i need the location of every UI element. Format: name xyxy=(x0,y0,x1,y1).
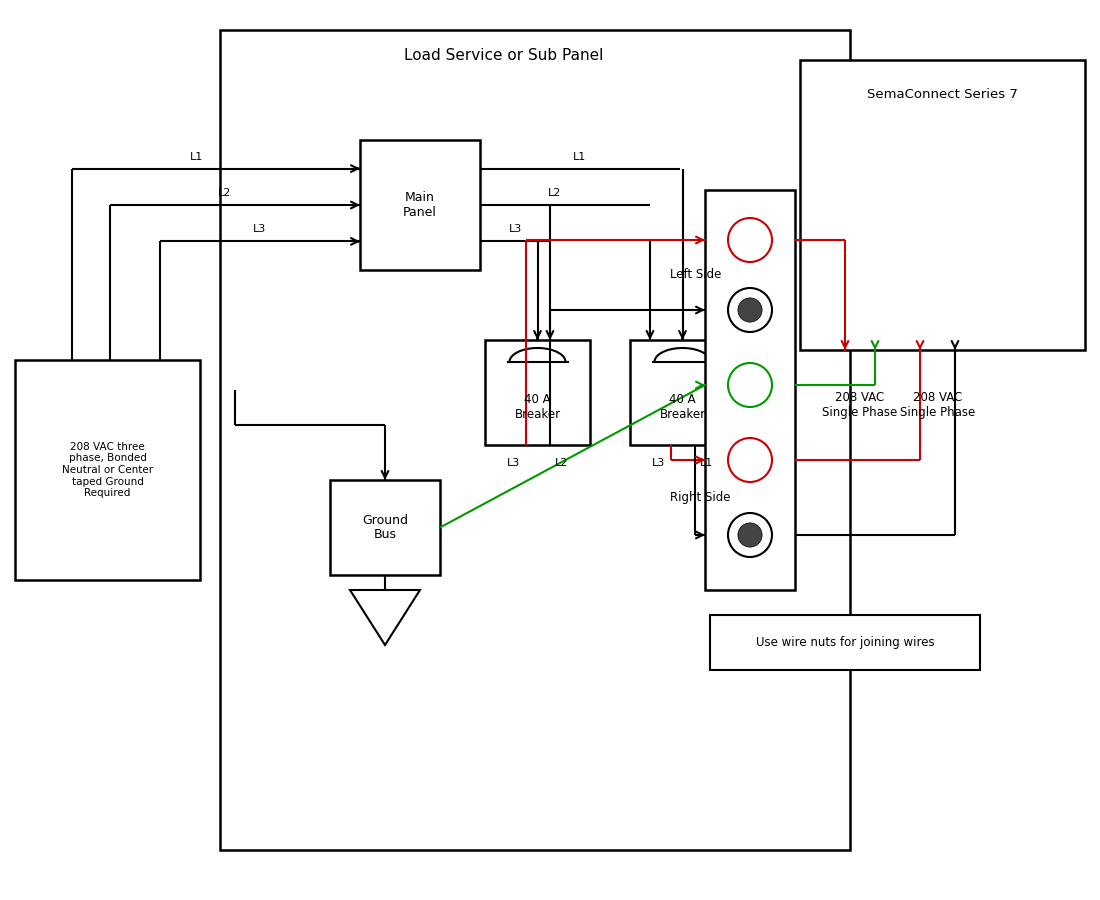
Bar xyxy=(800,60,1085,350)
Bar xyxy=(15,360,200,580)
Circle shape xyxy=(728,513,772,557)
Text: Use wire nuts for joining wires: Use wire nuts for joining wires xyxy=(756,636,934,649)
Text: 40 A
Breaker: 40 A Breaker xyxy=(659,393,705,421)
Text: 40 A
Breaker: 40 A Breaker xyxy=(515,393,561,421)
Bar xyxy=(330,480,440,575)
Text: L3: L3 xyxy=(253,224,266,234)
Text: 208 VAC three
phase, Bonded
Neutral or Center
taped Ground
Required: 208 VAC three phase, Bonded Neutral or C… xyxy=(62,442,153,499)
Text: Right Side: Right Side xyxy=(670,491,730,504)
Circle shape xyxy=(738,298,762,322)
Text: 208 VAC
Single Phase: 208 VAC Single Phase xyxy=(900,391,975,419)
Circle shape xyxy=(728,218,772,262)
Bar xyxy=(705,190,795,590)
Text: L3: L3 xyxy=(652,458,666,468)
Text: L2: L2 xyxy=(218,188,232,198)
Text: L1: L1 xyxy=(189,151,202,162)
Text: L3: L3 xyxy=(507,458,520,468)
Bar xyxy=(485,340,590,445)
Bar xyxy=(360,140,480,270)
Bar xyxy=(220,30,850,850)
Circle shape xyxy=(728,288,772,332)
Text: L1: L1 xyxy=(700,458,713,468)
Text: Left Side: Left Side xyxy=(670,268,722,282)
Text: Load Service or Sub Panel: Load Service or Sub Panel xyxy=(404,48,603,62)
Text: L3: L3 xyxy=(508,224,521,234)
Text: L2: L2 xyxy=(548,188,562,198)
Text: 208 VAC
Single Phase: 208 VAC Single Phase xyxy=(823,391,898,419)
Text: L2: L2 xyxy=(554,458,569,468)
Text: Main
Panel: Main Panel xyxy=(403,191,437,219)
Bar xyxy=(630,340,735,445)
Text: SemaConnect Series 7: SemaConnect Series 7 xyxy=(867,88,1018,102)
Polygon shape xyxy=(350,590,420,645)
Circle shape xyxy=(738,523,762,547)
Text: L1: L1 xyxy=(573,151,586,162)
Circle shape xyxy=(728,363,772,407)
Bar xyxy=(710,615,980,670)
Text: Ground
Bus: Ground Bus xyxy=(362,514,408,542)
Circle shape xyxy=(728,438,772,482)
